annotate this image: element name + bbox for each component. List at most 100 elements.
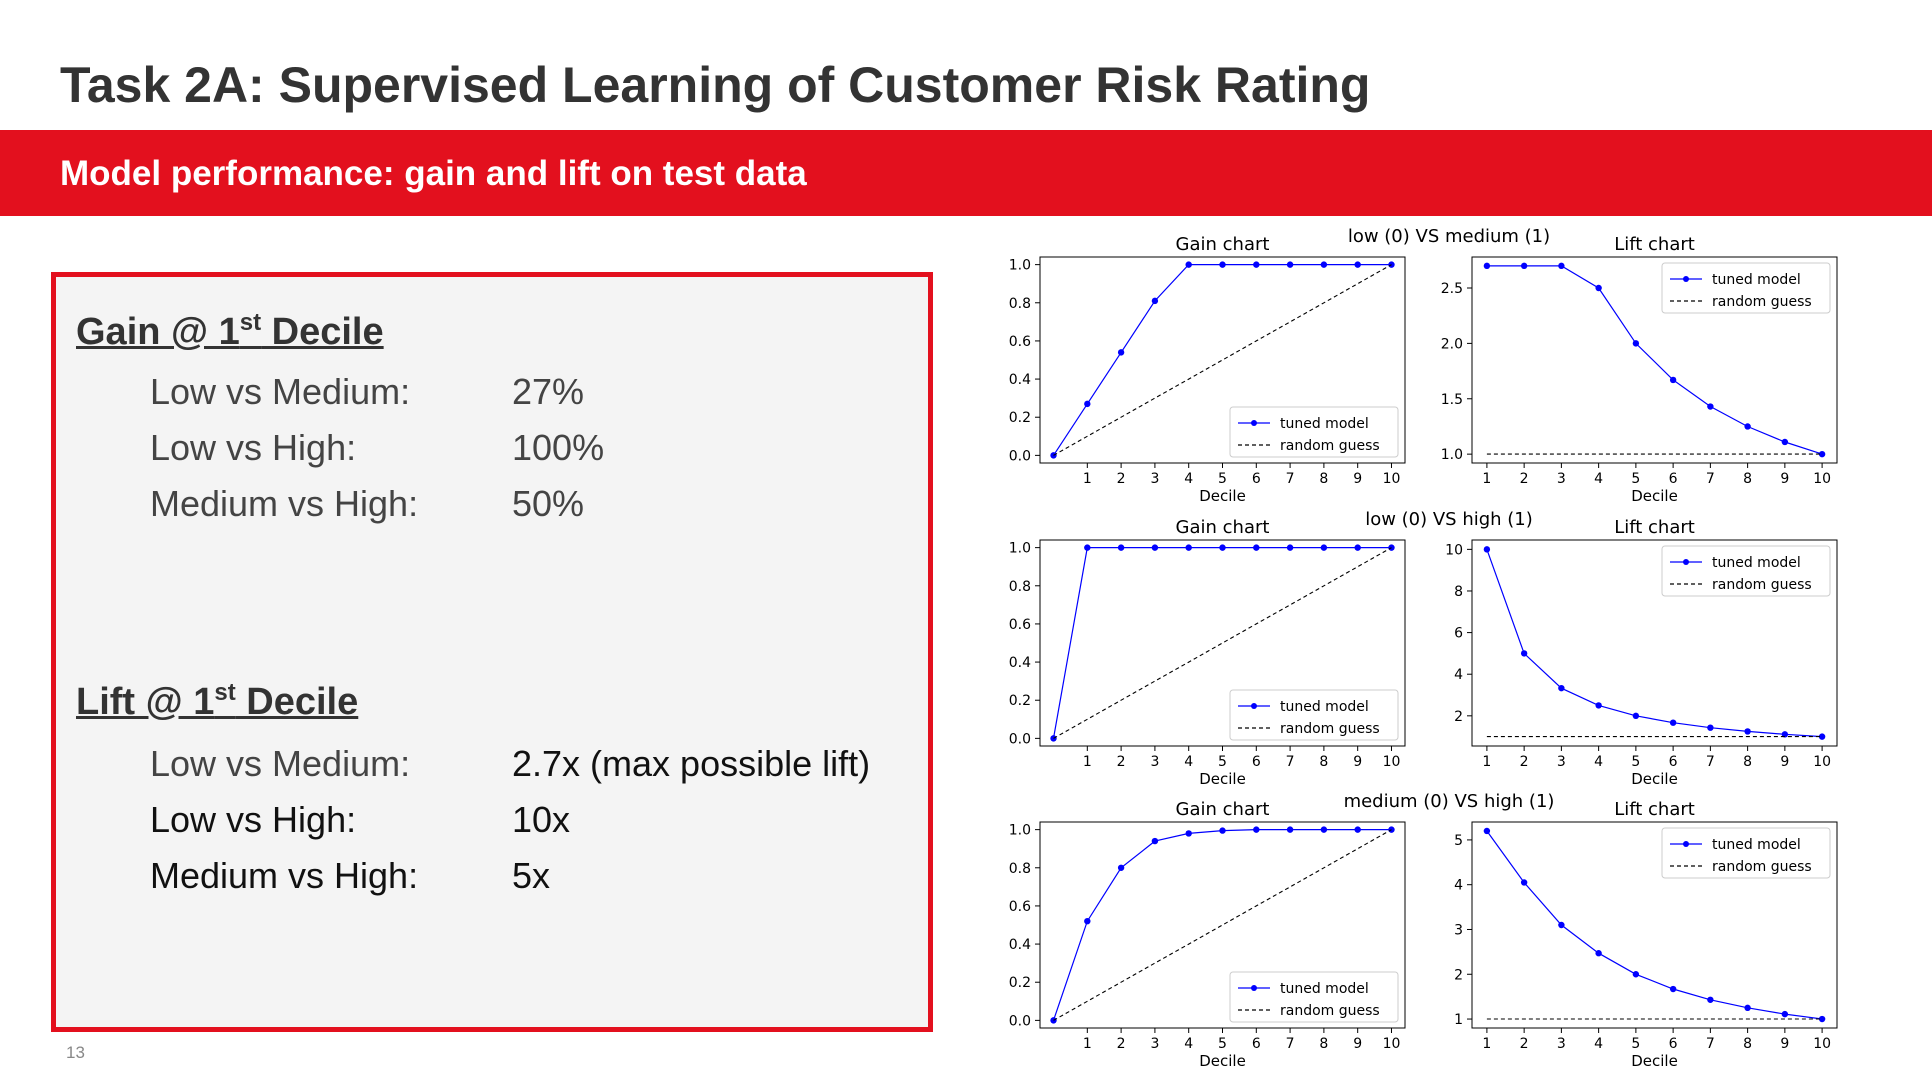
data-point [1219,544,1226,551]
tuned-model-line [1486,549,1823,738]
y-tick-label: 2.0 [1441,336,1463,352]
data-point [1632,712,1640,720]
x-tick-label: 5 [1631,1036,1640,1052]
y-tick-label: 0.4 [1009,372,1031,388]
legend-box [1661,545,1831,597]
x-tick-label: 9 [1780,1036,1789,1052]
x-axis-label: Decile [1199,770,1246,788]
x-tick-label: 1 [1083,754,1092,770]
x-tick-label: 6 [1252,1036,1261,1052]
data-point [1632,340,1640,347]
data-point [1744,423,1751,430]
data-point [1483,262,1491,270]
legend-marker [1683,276,1689,282]
metrics-summary-box: Gain @ 1st Decile Low vs Medium: 27% Low… [51,272,933,1032]
y-tick-label: 1 [1454,1012,1463,1028]
data-point [1286,261,1294,268]
x-tick-label: 6 [1252,471,1261,487]
y-tick-label: 1.5 [1441,392,1463,408]
data-point [1084,400,1091,408]
x-axis-label: Decile [1631,770,1678,788]
data-point [1558,684,1565,692]
y-tick-label: 4 [1454,667,1463,683]
x-tick-label: 7 [1286,1036,1295,1052]
legend: tuned model random guess [1661,827,1831,879]
data-point [1818,733,1826,740]
legend-label: random guess [1712,859,1812,875]
metric-label: Low vs Medium: [150,743,411,784]
y-tick-label: 1.0 [1009,823,1031,839]
legend: tuned model random guess [1229,971,1399,1023]
x-tick-label: 1 [1083,471,1092,487]
metric-label: Medium vs High: [150,483,419,524]
chart-title: Gain chart [1176,234,1270,255]
data-point [1151,544,1159,551]
metric-value: 2.7x (max possible lift) [512,743,871,784]
data-point [1669,985,1677,993]
x-tick-label: 1 [1482,754,1491,770]
x-tick-label: 6 [1669,1036,1678,1052]
y-tick-label: 2.5 [1441,281,1463,297]
x-tick-label: 2 [1117,1036,1126,1052]
data-point [1117,864,1125,871]
x-tick-label: 10 [1383,754,1401,770]
y-tick-label: 0.2 [1009,975,1031,991]
y-tick-label: 0.0 [1009,731,1031,747]
x-tick-label: 1 [1482,1036,1491,1052]
legend-label: random guess [1280,1003,1380,1019]
data-point [1744,728,1751,735]
data-point [1286,544,1294,551]
group-title: low (0) VS medium (1) [1348,226,1550,247]
chart-0: Gain chart low (0) VS medium (1) 1 2 3 4 5 6 7 8 9… [1009,226,1550,505]
data-point [1744,1004,1751,1012]
data-point [1707,724,1714,731]
data-point [1595,284,1602,292]
x-tick-label: 5 [1218,471,1227,487]
chart-1: Lift chart 1 2 3 4 5 6 7 8 9 10 Decile 1.0 1.5 2.0 2.5 t… [1441,234,1838,505]
y-tick-label: 0.0 [1009,448,1031,464]
x-tick-label: 3 [1150,1036,1159,1052]
chart-title: Lift chart [1614,517,1695,538]
legend-label: tuned model [1712,837,1801,853]
metric-label: Low vs Medium: [150,371,411,412]
x-tick-label: 10 [1813,471,1831,487]
data-point [1781,438,1789,446]
y-tick-label: 3 [1454,922,1463,938]
data-point [1595,950,1602,957]
chart-2: Gain chart low (0) VS high (1)1 2 3 4 5 6 7 8 9 10… [1009,509,1533,788]
x-tick-label: 3 [1150,754,1159,770]
y-tick-label: 1.0 [1009,541,1031,557]
x-tick-label: 3 [1557,1036,1566,1052]
y-tick-label: 10 [1445,542,1463,558]
y-tick-label: 1.0 [1009,258,1031,274]
x-axis-label: Decile [1631,1052,1678,1070]
legend-label: random guess [1280,721,1380,737]
x-tick-label: 9 [1353,754,1362,770]
data-point [1354,544,1361,551]
data-point [1117,349,1125,356]
data-point [1084,544,1091,551]
data-point [1320,261,1328,268]
lift-heading-rest: Decile [235,681,359,723]
y-tick-label: 6 [1454,626,1463,642]
page-title: Task 2A: Supervised Learning of Customer… [60,57,1371,113]
x-tick-label: 4 [1594,1036,1603,1052]
y-tick-label: 0.6 [1009,899,1031,915]
chart-4: Gain chart medium (0) VS high (1) 1 2 3 4 5 6 7 8… [1009,791,1555,1070]
chart-title: Lift chart [1614,234,1695,255]
x-tick-label: 2 [1520,471,1529,487]
x-axis-label: Decile [1199,1052,1246,1070]
x-tick-label: 6 [1669,471,1678,487]
gain-heading-rest: Decile [261,311,384,353]
data-point [1320,826,1328,833]
gain-lift-charts: Gain chart low (0) VS medium (1) 1 2 3 4 5 6 7 8 9… [1009,226,1838,1070]
legend: tuned model random guess [1229,406,1399,458]
data-point [1185,261,1192,268]
x-tick-label: 8 [1743,754,1752,770]
x-tick-label: 7 [1706,1036,1715,1052]
legend-box [1661,262,1831,314]
x-tick-label: 9 [1353,1036,1362,1052]
data-point [1151,837,1159,845]
metric-value: 50% [512,483,585,524]
y-tick-label: 0.8 [1009,296,1031,312]
